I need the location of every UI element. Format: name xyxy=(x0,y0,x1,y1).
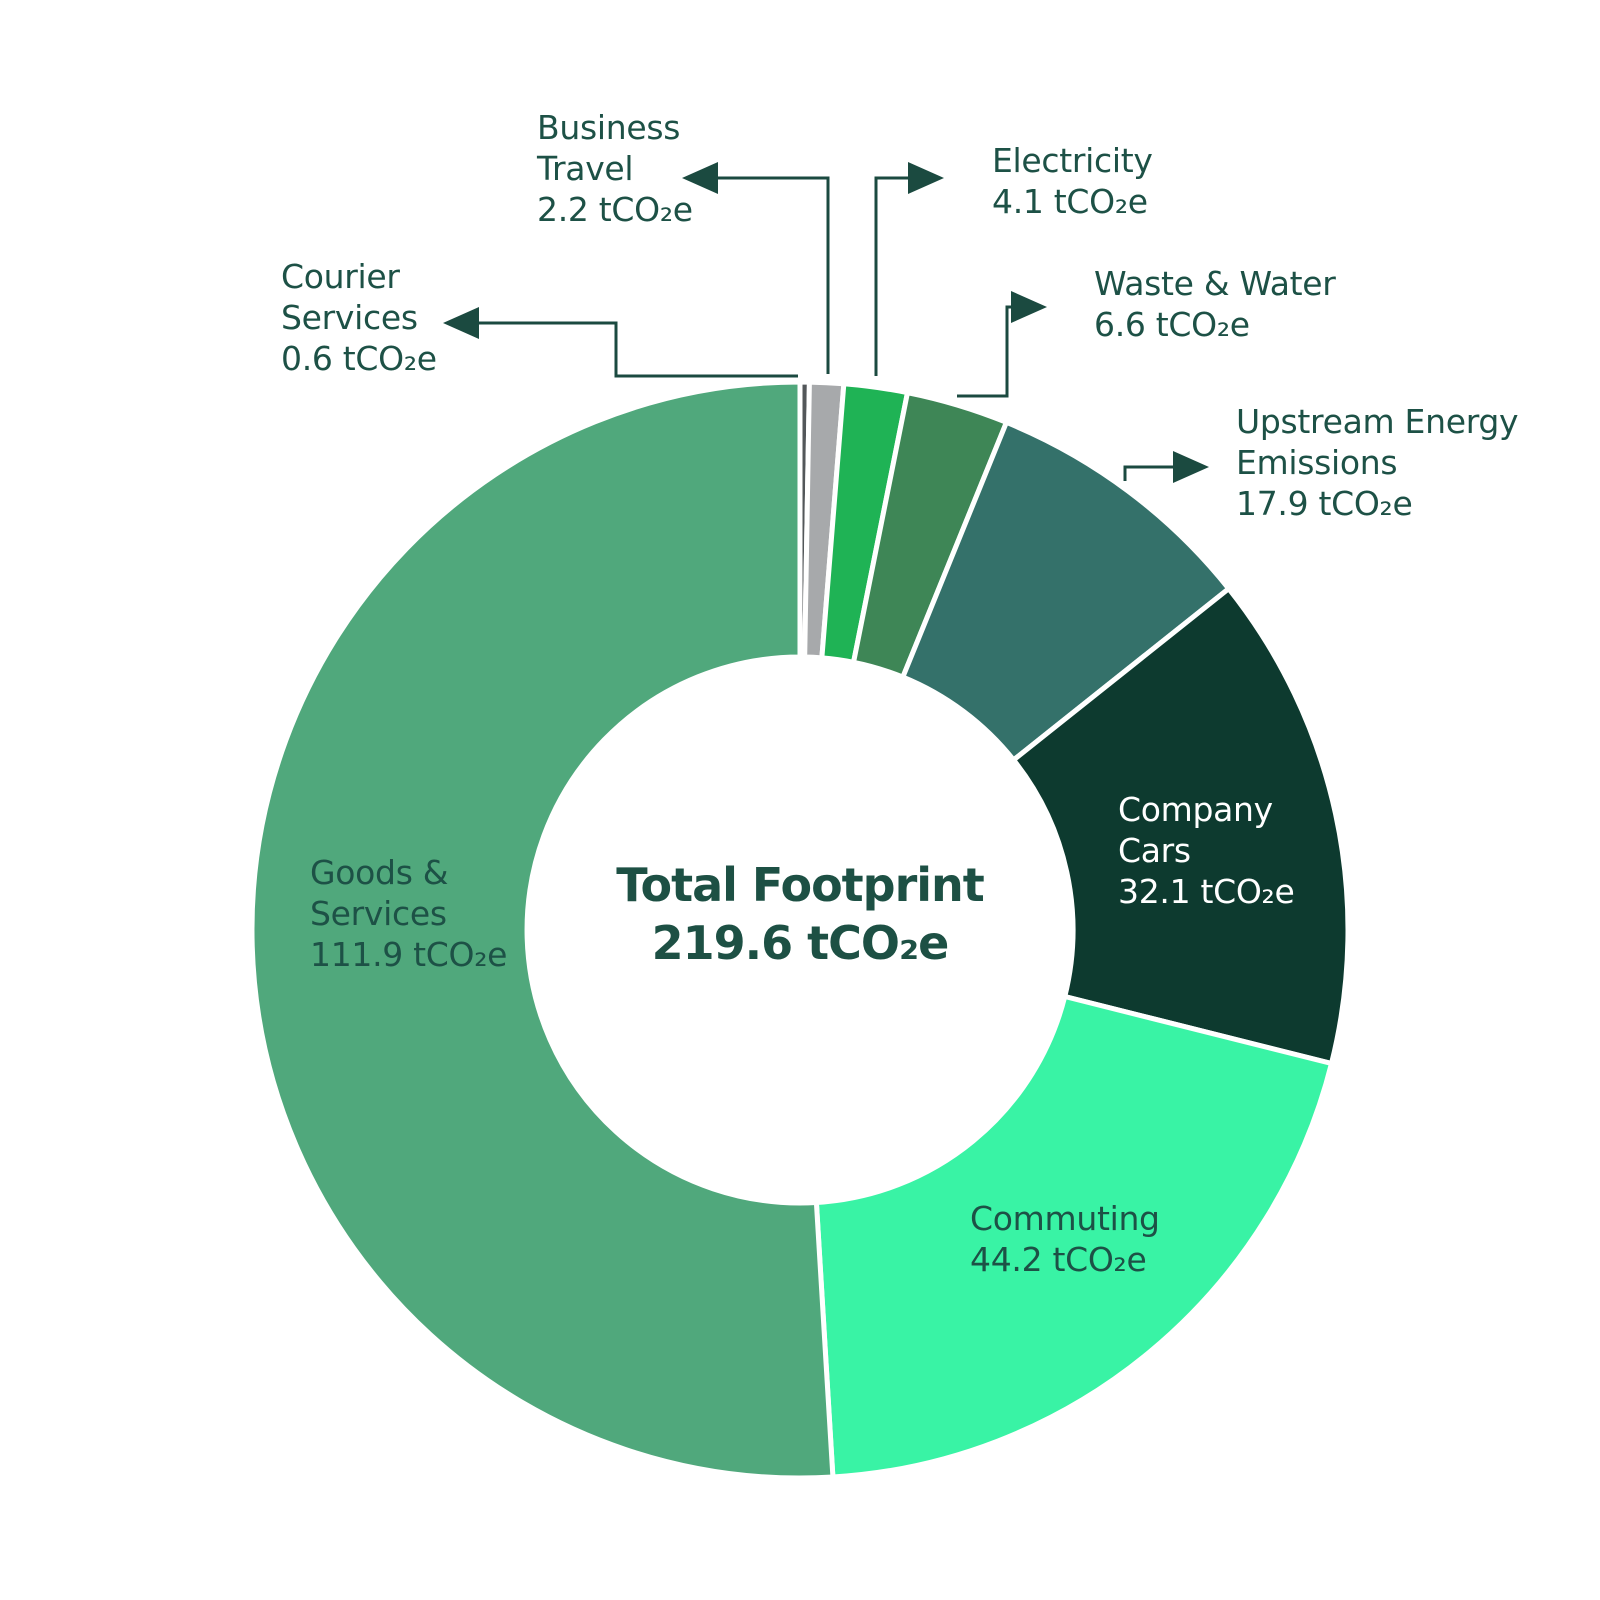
upstream-energy-arrow-icon xyxy=(1173,451,1209,483)
label-business-travel: Business Travel 2.2 tCO₂e xyxy=(537,107,693,230)
courier-services-value: 0.6 tCO₂e xyxy=(281,339,437,378)
goods-services-name: Goods & Services xyxy=(310,853,449,933)
label-electricity: Electricity 4.1 tCO₂e xyxy=(992,140,1153,222)
donut-slices xyxy=(249,379,1351,1481)
total-footprint-title: Total Footprint xyxy=(616,858,985,912)
label-commuting: Commuting 44.2 tCO₂e xyxy=(970,1198,1160,1280)
waste-water-name: Waste & Water xyxy=(1094,264,1336,303)
company-cars-name: Company Cars xyxy=(1118,790,1273,870)
waste-water-connector-line xyxy=(957,305,1011,398)
label-company-cars: Company Cars 32.1 tCO₂e xyxy=(1118,789,1295,912)
business-travel-connector-line xyxy=(717,176,830,374)
electricity-name: Electricity xyxy=(992,141,1153,180)
slice-commuting xyxy=(813,993,1335,1480)
waste-water-value: 6.6 tCO₂e xyxy=(1094,305,1250,344)
courier-services-connector-line xyxy=(478,321,798,378)
electricity-arrow-icon xyxy=(908,162,944,194)
slice-company-cars xyxy=(1010,585,1351,1067)
company-cars-value: 32.1 tCO₂e xyxy=(1118,872,1295,911)
waste-water-arrow-icon xyxy=(1011,291,1047,323)
total-footprint-label: Total Footprint 219.6 tCO₂e xyxy=(500,856,1100,972)
courier-services-arrow-icon xyxy=(443,307,479,339)
upstream-energy-connector-line xyxy=(1123,465,1173,481)
label-waste-water: Waste & Water 6.6 tCO₂e xyxy=(1094,263,1336,345)
goods-services-value: 111.9 tCO₂e xyxy=(310,935,508,974)
electricity-connector-line xyxy=(874,176,908,376)
connector-lines xyxy=(443,162,1209,483)
commuting-name: Commuting xyxy=(970,1199,1160,1238)
label-upstream-energy: Upstream Energy Emissions 17.9 tCO₂e xyxy=(1236,401,1519,524)
business-travel-value: 2.2 tCO₂e xyxy=(537,190,693,229)
business-travel-name: Business Travel xyxy=(537,108,681,188)
electricity-value: 4.1 tCO₂e xyxy=(992,182,1148,221)
commuting-value: 44.2 tCO₂e xyxy=(970,1240,1147,1279)
business-travel-arrow-icon xyxy=(682,162,718,194)
slice-goods-services xyxy=(249,379,836,1481)
upstream-energy-name: Upstream Energy Emissions xyxy=(1236,402,1519,482)
label-goods-services: Goods & Services 111.9 tCO₂e xyxy=(310,852,507,975)
total-footprint-value: 219.6 tCO₂e xyxy=(651,916,950,970)
label-courier-services: Courier Services 0.6 tCO₂e xyxy=(281,256,437,379)
upstream-energy-value: 17.9 tCO₂e xyxy=(1236,484,1413,523)
courier-services-name: Courier Services xyxy=(281,257,418,337)
